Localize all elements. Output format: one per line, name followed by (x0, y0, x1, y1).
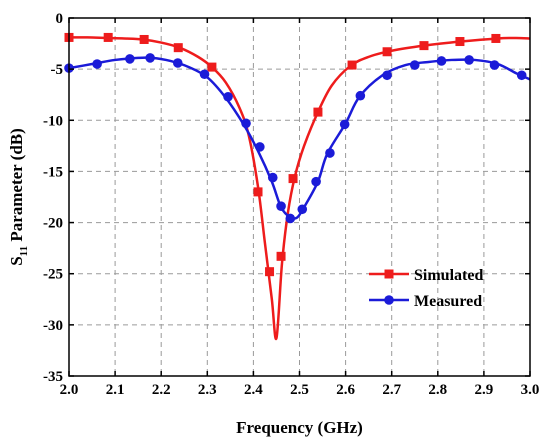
series-line-simulated (68, 36, 531, 341)
axis-ticks: 2.0 2.1 2.2 2.3 2.4 2.5 2.6 2.7 2.8 2.9 3.0 0 -5 -10 -… (43, 11, 539, 398)
data-point-measured (241, 118, 251, 129)
data-point-measured (325, 148, 335, 158)
y-axis-title-subscript: 11 (18, 246, 30, 256)
data-point-measured (436, 56, 447, 66)
data-point-simulated (382, 47, 392, 57)
data-point-simulated (347, 60, 357, 70)
data-point-measured (285, 213, 296, 224)
data-point-simulated (265, 267, 275, 277)
data-point-measured (255, 142, 265, 152)
y-axis-title: S11 Parameter (dB) (7, 128, 30, 266)
data-point-measured (464, 55, 474, 65)
y-tick-label: -5 (51, 62, 64, 78)
data-point-measured (297, 204, 308, 215)
series-measured (64, 53, 531, 224)
y-tick-label: -20 (43, 216, 63, 232)
data-point-measured (172, 58, 183, 68)
data-point-simulated (207, 62, 217, 72)
data-point-simulated (276, 251, 286, 261)
y-tick-label: 0 (56, 11, 64, 27)
data-point-simulated (288, 174, 298, 184)
x-tick-label: 2.3 (198, 382, 217, 398)
x-tick-label: 2.0 (60, 382, 79, 398)
x-tick-label: 2.2 (152, 382, 171, 398)
data-point-measured (92, 59, 102, 69)
data-point-measured (355, 90, 366, 101)
x-tick-label: 2.1 (106, 382, 125, 398)
data-point-measured (382, 70, 392, 81)
plot-frame (68, 17, 531, 377)
legend-label-measured: Measured (414, 293, 482, 310)
data-point-measured (145, 53, 155, 63)
data-point-measured (339, 119, 350, 130)
data-point-simulated (253, 187, 263, 197)
data-point-simulated (491, 33, 501, 43)
data-point-measured (267, 172, 278, 183)
y-tick-label: -30 (43, 318, 63, 334)
x-tick-label: 2.5 (290, 382, 309, 398)
data-point-measured (409, 60, 420, 70)
data-point-simulated (173, 43, 183, 53)
x-tick-label: 2.4 (244, 382, 263, 398)
x-tick-label: 2.6 (336, 382, 355, 398)
series-layer (64, 32, 531, 341)
data-point-simulated (313, 107, 323, 117)
legend: Simulated Measured (369, 267, 483, 310)
legend-marker-simulated (384, 269, 394, 279)
legend-label-simulated: Simulated (414, 267, 483, 284)
x-tick-label: 3.0 (521, 382, 540, 398)
data-point-measured (489, 60, 500, 70)
y-tick-label: -15 (43, 164, 63, 180)
data-point-measured (516, 70, 527, 81)
data-point-measured (311, 176, 321, 187)
x-tick-label: 2.9 (475, 382, 494, 398)
data-point-simulated (419, 41, 429, 51)
x-tick-label: 2.8 (428, 382, 447, 398)
data-point-simulated (103, 32, 113, 42)
legend-marker-measured (384, 295, 394, 305)
data-point-simulated (455, 37, 465, 47)
data-point-measured (125, 54, 135, 64)
grid-lines (69, 18, 530, 376)
data-point-measured (223, 91, 233, 102)
x-axis-title: Frequency (GHz) (236, 418, 363, 437)
data-point-simulated (139, 34, 149, 44)
data-point-measured (276, 201, 286, 212)
y-axis-title-s: S (7, 256, 26, 265)
y-tick-label: -10 (43, 113, 63, 129)
y-tick-label: -25 (43, 267, 63, 283)
data-point-measured (199, 69, 210, 80)
y-tick-label: -35 (43, 369, 63, 385)
y-axis-title-rest: Parameter (dB) (7, 128, 26, 246)
x-tick-label: 2.7 (382, 382, 401, 398)
